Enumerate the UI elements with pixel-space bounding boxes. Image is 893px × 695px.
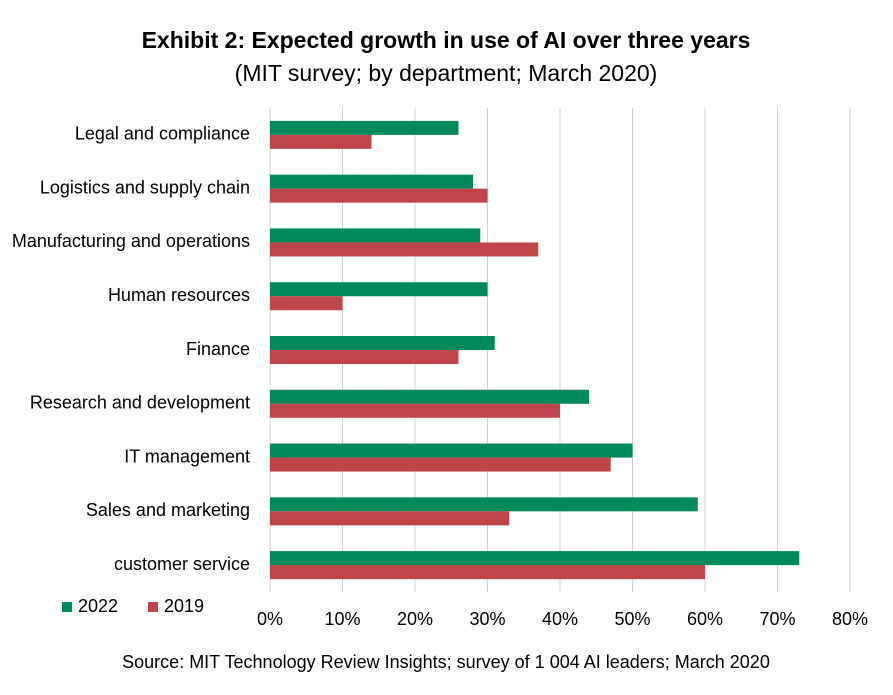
bar: [270, 350, 459, 364]
bar: [270, 188, 488, 203]
bar: [270, 134, 372, 149]
legend-swatch: [148, 602, 158, 612]
x-tick-label: 0%: [257, 609, 283, 629]
y-tick-label: Human resources: [108, 285, 250, 305]
y-tick-label: Research and development: [30, 393, 250, 413]
bar: [270, 282, 488, 297]
x-tick-label: 20%: [397, 609, 433, 629]
bar: [270, 296, 343, 311]
x-tick-label: 30%: [469, 609, 505, 629]
chart-title: Exhibit 2: Expected growth in use of AI …: [142, 27, 751, 53]
chart-subtitle: (MIT survey; by department; March 2020): [235, 60, 658, 86]
y-tick-label: Logistics and supply chain: [40, 177, 250, 197]
x-tick-label: 60%: [687, 609, 723, 629]
bar: [270, 457, 611, 472]
bar: [270, 551, 800, 566]
x-tick-label: 10%: [324, 609, 360, 629]
bar: [270, 228, 481, 243]
source-note: Source: MIT Technology Review Insights; …: [122, 652, 770, 672]
bar: [270, 174, 473, 189]
y-tick-label: Finance: [186, 339, 250, 359]
bar: [270, 511, 510, 526]
bar: [270, 497, 698, 512]
y-tick-label: Sales and marketing: [86, 500, 250, 520]
bar: [270, 443, 633, 458]
bar: [270, 389, 589, 404]
y-tick-label: Manufacturing and operations: [12, 231, 250, 251]
x-tick-label: 40%: [542, 609, 578, 629]
y-tick-label: customer service: [114, 554, 250, 574]
x-tick-label: 80%: [832, 609, 868, 629]
bar: [270, 242, 539, 257]
legend-label: 2019: [164, 596, 204, 616]
legend-swatch: [62, 602, 72, 612]
x-tick-label: 50%: [614, 609, 650, 629]
bar: [270, 403, 560, 418]
bar: [270, 336, 495, 350]
bar: [270, 565, 705, 580]
chart-title-main: Exhibit 2: Expected growth in use of AI …: [142, 27, 751, 53]
legend-label: 2022: [78, 596, 118, 616]
x-tick-label: 70%: [759, 609, 795, 629]
y-tick-label: Legal and compliance: [75, 124, 250, 144]
y-tick-label: IT management: [124, 446, 250, 466]
bar: [270, 120, 459, 135]
